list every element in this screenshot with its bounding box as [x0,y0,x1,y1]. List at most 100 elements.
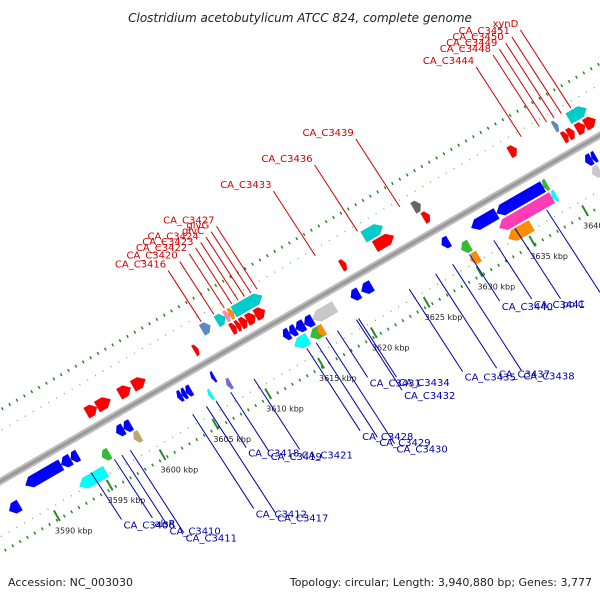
scale-ticks: 3590 kbp 3595 kbp 3600 kbp 3605 kbp 3610 kbp… [53,205,600,536]
forward-gene-label: xynD [492,19,518,30]
gene-feature [115,385,132,400]
gene-feature [371,233,395,253]
gene-feature [461,239,474,254]
scale-tick-label: 3600 kbp [161,466,199,475]
gene-feature [198,322,211,336]
scale-tick [581,205,589,217]
gene-feature [190,344,200,357]
forward-gene-label: CA_C3449 [446,38,497,49]
gene-feature [409,200,421,214]
gene-feature [441,235,453,249]
gene-feature [101,447,113,461]
forward-gene-label: CA_C3448 [440,44,491,55]
scale-tick [528,235,537,247]
gene-feature [180,387,190,400]
label-leader-line [511,36,562,114]
gene-feature [312,301,339,322]
scale-tick-label: 3635 kbp [530,252,568,261]
label-leader-line [253,378,301,450]
label-leader-line [210,231,252,294]
gene-features [8,106,600,514]
reverse-gene-label: CA_C3434 [398,378,449,389]
gene-feature [213,313,226,328]
reverse-gene-label: CA_C3429 [379,438,430,449]
gene-feature [550,120,560,133]
label-leader-line [519,29,572,109]
reverse-gene-label: CA_C3435 [465,373,516,384]
gene-feature [227,322,238,336]
gene-feature [252,307,266,322]
gene-feature [60,453,75,468]
gene-feature [221,310,231,323]
scale-tick-label: 3595 kbp [108,496,146,505]
gene-feature [506,145,518,159]
gene-feature [206,388,216,401]
forward-gene-label: CA_C3416 [115,260,166,271]
label-leader-line [325,337,395,444]
label-leader-line [167,270,202,322]
forward-gene-label: CA_C3436 [261,154,312,165]
gene-feature [70,449,82,463]
label-leader-line [215,400,247,448]
scale-tick [158,449,167,461]
label-leader-line [195,247,233,305]
label-leader-line [408,288,464,372]
scale-tick-label: 3630 kbp [477,283,515,292]
label-leader-line [129,449,185,533]
gene-feature [564,127,575,141]
reverse-gene-label: alsR [154,519,175,530]
reverse-gene-label: CA_C3430 [397,445,448,456]
reverse-gene-label: polC [563,300,585,311]
backbone [0,131,600,486]
gene-feature [584,152,595,166]
reverse-track-minor [0,189,600,538]
gene-feature [243,312,256,327]
gene-feature [133,429,144,443]
gene-feature [420,211,431,225]
label-leader-line [475,66,522,138]
label-leader-line [355,138,401,208]
forward-gene-label: glvG [186,221,209,232]
scale-tick [317,357,325,369]
gene-feature [8,499,23,514]
gene-feature [350,287,363,301]
label-leader-line [435,273,498,369]
gene-feature [303,313,317,328]
forward-gene-label: CA_C3424 [147,231,198,242]
label-leader-line [452,263,522,371]
forward-gene-label: CA_C3433 [220,180,271,191]
label-leader-line [205,236,245,297]
reverse-gene-label: CA_C3438 [523,371,574,382]
forward-gene-label: glvC [182,226,204,237]
label-leader-line [336,330,369,378]
scale-tick [105,479,114,491]
label-leader-line [498,48,548,123]
gene-feature [293,332,312,349]
gene-feature [470,207,500,231]
gene-feature [282,327,293,341]
label-leader-line [200,242,239,301]
gene-feature [565,106,587,125]
reverse-gene-label: CA_C3441 [534,300,585,311]
label-leader-line [121,454,168,526]
gene-feature [592,164,600,178]
reverse-gene-label: CA_C3432 [404,391,455,402]
scale-tick-label: 3605 kbp [213,435,251,444]
forward-gene-label: CA_C3439 [303,128,354,139]
gene-feature [230,293,263,318]
gene-feature [508,219,535,241]
scale-tick-label: 3615 kbp [319,374,357,383]
scale-tick [369,327,378,339]
label-leader-line [216,226,258,290]
backbone-inner [0,133,600,484]
label-leader-line [358,318,397,378]
gene-feature [360,223,384,243]
label-leader-line [492,54,540,127]
reverse-gene-label: CA_C3412 [256,510,307,521]
forward-gene-label: CA_C3450 [452,32,503,43]
gene-feature [233,319,243,333]
track-lines [0,61,600,555]
label-leader-line [114,459,153,519]
reverse-gene-label: CA_C3421 [302,450,353,461]
